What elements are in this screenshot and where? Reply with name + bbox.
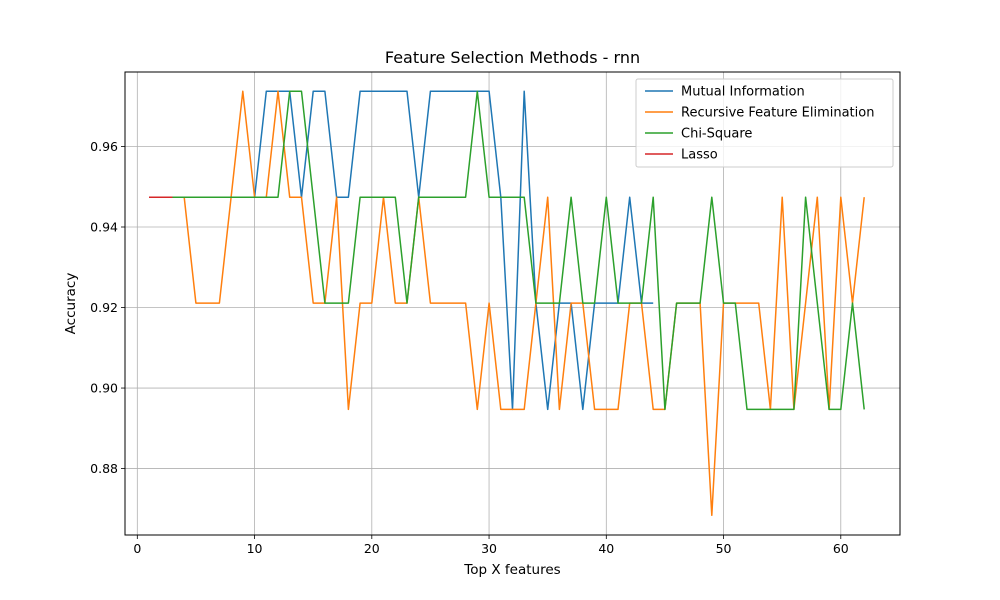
x-tick-label: 60 bbox=[833, 541, 849, 556]
x-tick-label: 10 bbox=[247, 541, 263, 556]
x-tick-label: 0 bbox=[133, 541, 141, 556]
series-layer bbox=[149, 90, 865, 517]
y-tick-label: 0.96 bbox=[90, 139, 118, 154]
series-line-chi-square bbox=[149, 90, 865, 411]
y-axis-ticks: 0.88 0.90 0.92 0.94 0.96 bbox=[90, 139, 125, 476]
legend-label-chi-square: Chi-Square bbox=[681, 127, 752, 142]
x-axis-ticks: 0 10 20 30 40 50 60 bbox=[133, 535, 849, 556]
legend-label-mutual-information: Mutual Information bbox=[681, 85, 805, 100]
chart-title: Feature Selection Methods - rnn bbox=[385, 48, 640, 67]
y-tick-label: 0.90 bbox=[90, 381, 118, 396]
y-tick-label: 0.92 bbox=[90, 300, 118, 315]
legend: Mutual Information Recursive Feature Elim… bbox=[635, 78, 894, 168]
y-tick-label: 0.94 bbox=[90, 220, 118, 235]
x-tick-label: 30 bbox=[481, 541, 497, 556]
series-line-recursive-feature-elimination bbox=[149, 90, 865, 517]
legend-label-lasso: Lasso bbox=[681, 148, 718, 163]
plot-frame bbox=[124, 71, 901, 536]
x-tick-label: 50 bbox=[716, 541, 732, 556]
x-axis-label: Top X features bbox=[463, 562, 560, 578]
x-tick-label: 20 bbox=[364, 541, 380, 556]
y-tick-label: 0.88 bbox=[90, 461, 118, 476]
legend-box bbox=[635, 78, 894, 168]
x-tick-label: 40 bbox=[598, 541, 614, 556]
y-axis-label: Accuracy bbox=[63, 273, 79, 335]
legend-label-recursive-feature-elimination: Recursive Feature Elimination bbox=[681, 106, 874, 121]
